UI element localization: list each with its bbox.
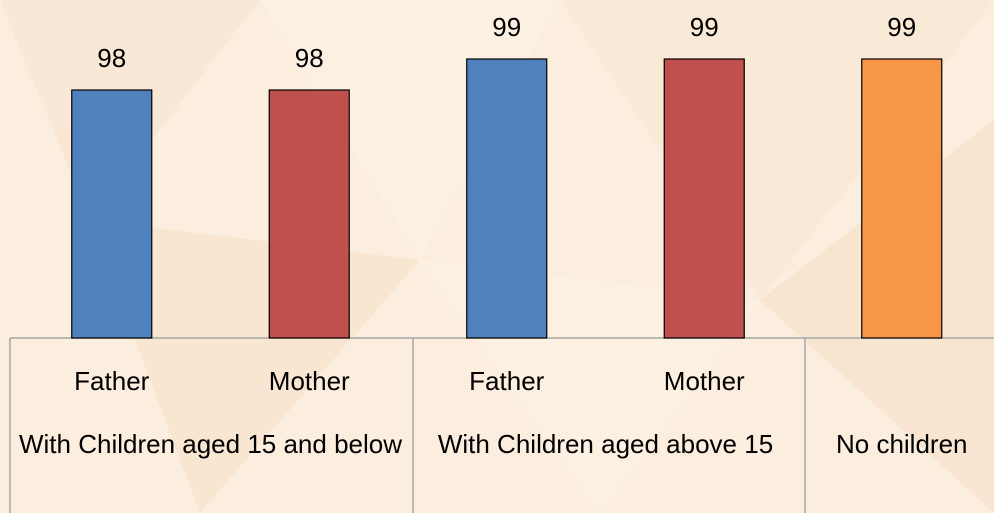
group-label: With Children aged 15 and below — [18, 429, 403, 459]
bar — [861, 58, 943, 339]
x-tick-label: Father — [469, 366, 544, 396]
group-label: No children — [835, 429, 968, 459]
group-label: With Children aged above 15 — [437, 429, 774, 459]
bar — [663, 58, 745, 339]
x-tick-label: Mother — [269, 366, 350, 396]
value-label: 98 — [97, 43, 126, 73]
x-tick-label: Mother — [664, 366, 745, 396]
value-label: 99 — [690, 12, 719, 42]
value-label: 99 — [887, 12, 916, 42]
bar — [71, 89, 153, 339]
bar — [466, 58, 548, 339]
value-label: 98 — [295, 43, 324, 73]
bar — [268, 89, 350, 339]
x-tick-label: Father — [74, 366, 149, 396]
value-label: 99 — [492, 12, 521, 42]
